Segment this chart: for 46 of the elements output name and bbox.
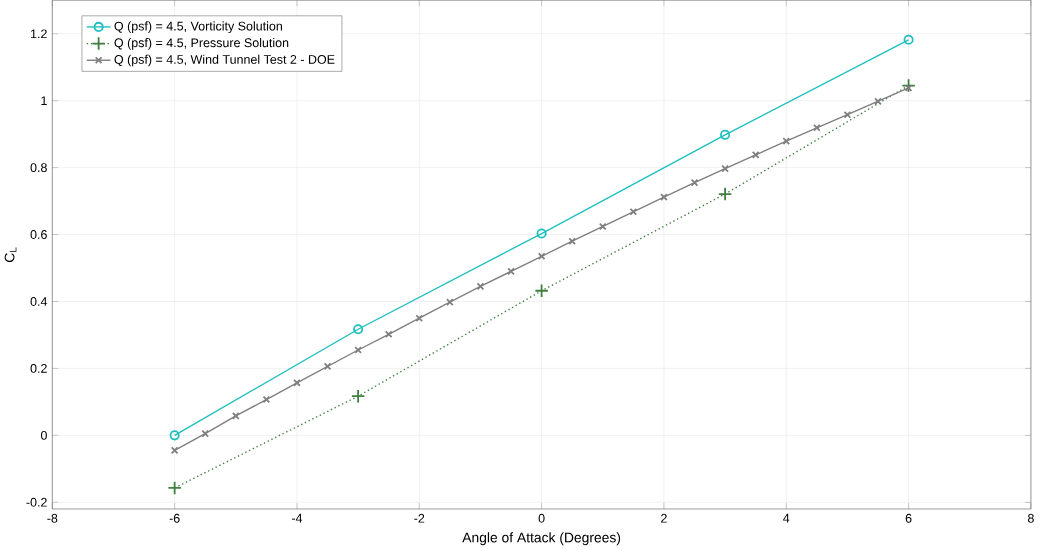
point (170, 446, 179, 455)
y-tick-label: 0 (40, 431, 47, 440)
y-tick-label: 0.8 (30, 163, 47, 173)
x-axis-title: Angle of Attack (Degrees) (462, 532, 621, 546)
x-tick-label: 2 (661, 513, 667, 523)
legend-label: Q (psf) = 4.5, Pressure Solution (114, 38, 289, 50)
x-tick-label: -6 (169, 513, 180, 523)
point (598, 222, 607, 231)
point (534, 283, 549, 299)
point (720, 129, 731, 140)
y-axis-title: C$_{L}$ (4, 247, 17, 263)
legend-label: Q (psf) = 4.5, Wind Tunnel Test 2 - DOE (114, 54, 335, 67)
point (354, 346, 362, 354)
point (717, 187, 733, 202)
point (476, 282, 485, 291)
point (843, 111, 852, 119)
point (169, 430, 180, 441)
point (629, 208, 638, 216)
y-tick-label: -0.2 (26, 497, 47, 507)
x-tick-label: 6 (905, 513, 912, 523)
x-tick-label: 4 (783, 513, 790, 523)
point (903, 34, 914, 45)
point (350, 389, 366, 404)
y-tick-label: 0.6 (30, 230, 47, 240)
point (201, 429, 210, 438)
point (901, 78, 916, 93)
x-tick-label: 0 (538, 513, 545, 523)
point (262, 395, 271, 404)
point (536, 228, 547, 239)
point (167, 480, 182, 496)
y-tick-label: 0.2 (30, 364, 47, 373)
y-tick-label: 1 (41, 96, 47, 106)
x-tick-label: 8 (1027, 513, 1034, 523)
point (690, 178, 699, 187)
point (293, 379, 301, 387)
point (751, 151, 760, 159)
y-tick-label: 1.2 (31, 29, 47, 39)
point (231, 412, 240, 420)
y-tick-label: 0.4 (30, 297, 48, 307)
point (323, 362, 332, 371)
point (660, 193, 668, 202)
point (353, 324, 364, 335)
x-tick-label: -4 (291, 513, 303, 523)
legend-label: Q (psf) = 4.5, Vorticity Solution (114, 21, 282, 34)
x-tick-label: -8 (47, 513, 58, 523)
x-tick-label: -2 (414, 513, 425, 523)
